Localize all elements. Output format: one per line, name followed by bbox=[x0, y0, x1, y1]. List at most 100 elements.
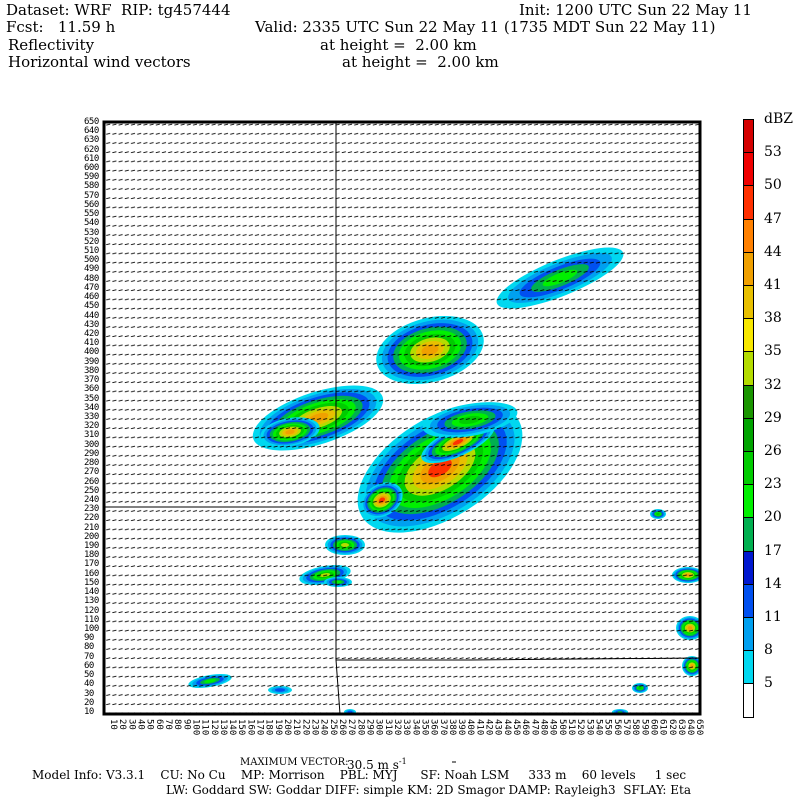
x-tick-label: 470 bbox=[529, 719, 540, 736]
y-tick-label: 590 bbox=[84, 172, 99, 183]
y-tick-label: 520 bbox=[84, 236, 99, 247]
colorbar-swatch bbox=[743, 119, 754, 154]
colorbar-swatch bbox=[743, 583, 754, 618]
x-tick-label: 360 bbox=[428, 719, 439, 736]
y-tick-label: 50 bbox=[84, 670, 94, 681]
x-tick-label: 390 bbox=[456, 719, 467, 736]
field-height-reflectivity: at height = 2.00 km bbox=[320, 36, 477, 54]
colorbar-label: 35 bbox=[764, 343, 782, 360]
y-tick-label: 310 bbox=[84, 430, 99, 441]
colorbar-label: 5 bbox=[764, 675, 773, 692]
x-tick-label: 460 bbox=[520, 719, 531, 736]
y-tick-label: 330 bbox=[84, 411, 99, 422]
x-tick-label: 250 bbox=[327, 719, 338, 736]
y-tick-label: 240 bbox=[84, 494, 99, 505]
y-tick-label: 610 bbox=[84, 153, 99, 164]
model-info-line1: Model Info: V3.3.1 CU: No Cu MP: Morriso… bbox=[32, 768, 687, 782]
y-tick-label: 250 bbox=[84, 485, 99, 496]
x-tick-label: 110 bbox=[199, 719, 210, 736]
x-tick-label: 380 bbox=[446, 719, 457, 736]
y-tick-label: 280 bbox=[84, 458, 99, 469]
colorbar-label: 17 bbox=[764, 542, 782, 559]
y-tick-label: 340 bbox=[84, 402, 99, 413]
y-tick-label: 640 bbox=[84, 126, 99, 137]
colorbar-label: 29 bbox=[764, 409, 782, 426]
colorbar-label: 20 bbox=[764, 509, 782, 526]
y-tick-label: 560 bbox=[84, 199, 99, 210]
x-tick-label: 650 bbox=[694, 719, 705, 736]
y-tick-label: 300 bbox=[84, 439, 99, 450]
y-tick-label: 360 bbox=[84, 384, 99, 395]
y-tick-label: 230 bbox=[84, 504, 99, 515]
x-tick-label: 320 bbox=[391, 719, 402, 736]
y-tick-label: 470 bbox=[84, 282, 99, 293]
x-tick-label: 480 bbox=[538, 719, 549, 736]
y-tick-label: 40 bbox=[84, 679, 94, 690]
x-tick-label: 150 bbox=[236, 719, 247, 736]
y-tick-label: 210 bbox=[84, 522, 99, 533]
x-tick-label: 160 bbox=[245, 719, 256, 736]
x-tick-label: 530 bbox=[584, 719, 595, 736]
colorbar-label: 32 bbox=[764, 376, 782, 393]
colorbar-swatch bbox=[743, 451, 754, 486]
forecast-hour: Fcst: 11.59 h bbox=[6, 18, 116, 36]
colorbar-swatch bbox=[743, 152, 754, 187]
x-tick-label: 180 bbox=[263, 719, 274, 736]
x-tick-label: 590 bbox=[639, 719, 650, 736]
max-vector-number: 30.5 m s bbox=[347, 758, 399, 772]
x-tick-label: 310 bbox=[382, 719, 393, 736]
x-tick-label: 640 bbox=[685, 719, 696, 736]
x-tick-label: 570 bbox=[620, 719, 631, 736]
x-tick-label: 220 bbox=[300, 719, 311, 736]
colorbar-swatch bbox=[743, 417, 754, 452]
y-tick-label: 130 bbox=[84, 596, 99, 607]
y-tick-label: 80 bbox=[84, 642, 94, 653]
x-tick-label: 130 bbox=[217, 719, 228, 736]
y-tick-label: 20 bbox=[84, 697, 94, 708]
x-tick-label: 60 bbox=[153, 719, 164, 730]
y-tick-label: 570 bbox=[84, 190, 99, 201]
y-tick-label: 140 bbox=[84, 587, 99, 598]
y-tick-label: 90 bbox=[84, 633, 94, 644]
colorbar-label: 44 bbox=[764, 243, 782, 260]
x-tick-label: 370 bbox=[437, 719, 448, 736]
x-tick-label: 260 bbox=[337, 719, 347, 736]
y-tick-label: 620 bbox=[84, 144, 99, 155]
colorbar-label: 23 bbox=[764, 476, 782, 493]
max-vector-label: MAXIMUM VECTOR: bbox=[240, 757, 349, 768]
y-tick-label: 650 bbox=[84, 116, 99, 127]
x-tick-label: 330 bbox=[401, 719, 412, 736]
y-tick-label: 440 bbox=[84, 310, 99, 321]
y-tick-label: 530 bbox=[84, 227, 99, 238]
y-tick-label: 450 bbox=[84, 301, 99, 312]
colorbar-swatch bbox=[743, 251, 754, 286]
y-tick-label: 220 bbox=[84, 513, 99, 524]
colorbar-label: 41 bbox=[764, 277, 782, 293]
colorbar-label: 47 bbox=[764, 210, 782, 227]
y-tick-label: 580 bbox=[84, 181, 99, 192]
x-tick-label: 40 bbox=[135, 719, 146, 730]
colorbar-swatch bbox=[743, 650, 754, 685]
x-tick-label: 140 bbox=[227, 719, 238, 736]
max-vector-exponent: -1 bbox=[398, 757, 407, 766]
colorbar-label: 53 bbox=[764, 144, 782, 161]
y-tick-label: 320 bbox=[84, 421, 99, 432]
colorbar-swatch bbox=[743, 218, 754, 253]
y-tick-label: 500 bbox=[84, 255, 99, 266]
colorbar-swatch bbox=[743, 384, 754, 419]
dataset-label: Dataset: WRF RIP: tg457444 bbox=[6, 1, 231, 19]
colorbar-label: 26 bbox=[764, 443, 782, 459]
y-tick-label: 370 bbox=[84, 375, 99, 386]
y-tick-label: 150 bbox=[84, 577, 99, 588]
x-tick-label: 580 bbox=[630, 719, 641, 736]
x-tick-label: 70 bbox=[162, 719, 173, 730]
x-tick-label: 190 bbox=[272, 719, 283, 736]
colorbar-swatch bbox=[743, 517, 754, 552]
field-height-wind: at height = 2.00 km bbox=[342, 53, 499, 71]
y-tick-label: 10 bbox=[84, 707, 94, 717]
x-tick-label: 540 bbox=[593, 719, 604, 736]
y-tick-label: 430 bbox=[84, 319, 99, 330]
x-tick-label: 490 bbox=[547, 719, 558, 736]
y-tick-label: 70 bbox=[84, 651, 94, 662]
